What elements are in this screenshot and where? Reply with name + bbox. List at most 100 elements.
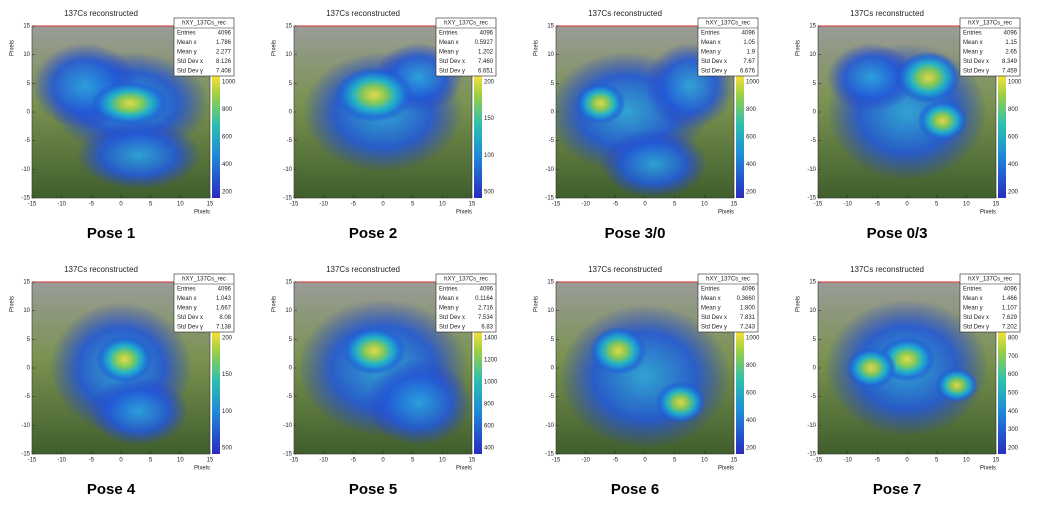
colorbar-label: 1000 xyxy=(746,336,760,342)
stat-label: Std Dev x xyxy=(439,315,465,321)
x-tick-label: 15 xyxy=(207,202,214,208)
stat-label: Std Dev x xyxy=(439,59,465,65)
x-tick-label: 15 xyxy=(993,202,1000,208)
stat-value: 8.349 xyxy=(1002,59,1018,65)
y-tick-label: -15 xyxy=(283,452,292,458)
stat-label: Std Dev x xyxy=(701,315,727,321)
y-tick-label: 0 xyxy=(813,366,817,372)
x-tick-label: -10 xyxy=(57,202,66,208)
y-tick-label: -15 xyxy=(21,196,30,202)
x-tick-label: -15 xyxy=(290,202,299,208)
y-tick-label: -10 xyxy=(21,167,30,173)
x-tick-label: 10 xyxy=(439,458,446,464)
y-tick-label: -5 xyxy=(811,138,817,144)
x-tick-label: 10 xyxy=(963,202,970,208)
stat-label: Std Dev x xyxy=(963,59,989,65)
stat-value: 4096 xyxy=(742,31,756,37)
x-tick-label: 5 xyxy=(935,202,939,208)
colorbar-label: 500 xyxy=(1008,391,1019,397)
hotspot xyxy=(342,326,407,375)
y-tick-label: 5 xyxy=(813,337,817,343)
x-tick-label: 15 xyxy=(207,458,214,464)
stat-value: 0.3660 xyxy=(737,296,756,302)
stat-label: Mean y xyxy=(701,306,721,312)
stat-label: Mean y xyxy=(177,50,197,56)
colorbar-label: 600 xyxy=(746,391,757,397)
stat-label: Std Dev y xyxy=(439,325,465,331)
x-axis-label: Pixels xyxy=(456,210,472,216)
stats-name: hXY_137Cs_rec xyxy=(182,277,226,283)
colorbar-label: 200 xyxy=(1008,190,1019,196)
stat-label: Entries xyxy=(963,31,982,37)
x-tick-label: 10 xyxy=(177,458,184,464)
x-tick-label: -5 xyxy=(613,458,619,464)
heatmap xyxy=(556,282,734,454)
hotspot xyxy=(935,368,979,403)
stat-label: Mean x xyxy=(701,40,721,46)
stat-value: 1.786 xyxy=(216,40,232,46)
stat-value: 7.67 xyxy=(743,59,755,65)
stat-label: Mean x xyxy=(963,296,983,302)
y-tick-label: -5 xyxy=(549,138,555,144)
caption: Pose 0/3 xyxy=(867,225,928,242)
colorbar-label: 150 xyxy=(484,116,495,122)
colorbar-label: 400 xyxy=(1008,162,1019,168)
stat-label: Entries xyxy=(177,287,196,293)
y-axis-label: Pixels xyxy=(796,40,802,56)
x-tick-label: -15 xyxy=(814,202,823,208)
colorbar xyxy=(736,332,744,454)
x-tick-label: -5 xyxy=(89,202,95,208)
colorbar xyxy=(474,332,482,454)
hotspot xyxy=(76,120,202,190)
stat-value: 8.08 xyxy=(219,315,231,321)
stat-value: 4096 xyxy=(218,287,232,293)
stat-label: Std Dev x xyxy=(963,315,989,321)
hotspot xyxy=(365,359,472,446)
stat-label: Std Dev y xyxy=(963,325,989,331)
y-tick-label: 15 xyxy=(285,280,292,286)
heatmap xyxy=(556,26,734,198)
y-tick-label: 15 xyxy=(809,24,816,30)
y-tick-label: 10 xyxy=(23,308,30,314)
y-tick-label: 0 xyxy=(27,110,31,116)
panel: 137Cs reconstructed1000800600400200hXY_1… xyxy=(796,9,1022,242)
colorbar xyxy=(998,76,1006,198)
stat-value: 7.408 xyxy=(216,69,232,75)
y-tick-label: -5 xyxy=(549,394,555,400)
colorbar xyxy=(212,332,220,454)
x-tick-label: 0 xyxy=(381,458,385,464)
y-tick-label: -10 xyxy=(545,167,554,173)
x-tick-label: 0 xyxy=(905,458,909,464)
y-tick-label: 15 xyxy=(547,24,554,30)
x-tick-label: -5 xyxy=(89,458,95,464)
panel-title: 137Cs reconstructed xyxy=(588,265,662,274)
colorbar-label: 100 xyxy=(484,153,495,159)
y-tick-label: 0 xyxy=(27,366,31,372)
x-tick-label: -10 xyxy=(581,202,590,208)
x-tick-label: 15 xyxy=(469,458,476,464)
x-tick-label: 10 xyxy=(177,202,184,208)
stat-label: Entries xyxy=(701,31,720,37)
colorbar-label: 600 xyxy=(1008,372,1019,378)
stat-label: Std Dev y xyxy=(177,325,203,331)
stat-label: Mean y xyxy=(439,306,459,312)
stats-box xyxy=(173,273,235,333)
stat-label: Mean x xyxy=(439,40,459,46)
hotspot xyxy=(846,347,897,389)
panel: 137Cs reconstructed200150100500hXY_137Cs… xyxy=(10,265,235,498)
y-tick-label: 5 xyxy=(289,81,293,87)
panel: 137Cs reconstructed1000800600400200hXY_1… xyxy=(534,9,760,242)
stat-label: Std Dev x xyxy=(177,315,203,321)
x-tick-label: -10 xyxy=(319,202,328,208)
y-tick-label: 10 xyxy=(285,52,292,58)
colorbar xyxy=(474,76,482,198)
y-tick-label: 0 xyxy=(551,366,555,372)
stat-label: Std Dev y xyxy=(177,69,203,75)
x-tick-label: -5 xyxy=(875,458,881,464)
stats-box xyxy=(697,273,759,333)
colorbar-label: 500 xyxy=(484,190,495,196)
y-tick-label: -15 xyxy=(807,452,816,458)
stat-value: 6.651 xyxy=(478,69,494,75)
colorbar-label: 600 xyxy=(484,424,495,430)
colorbar-label: 400 xyxy=(1008,409,1019,415)
